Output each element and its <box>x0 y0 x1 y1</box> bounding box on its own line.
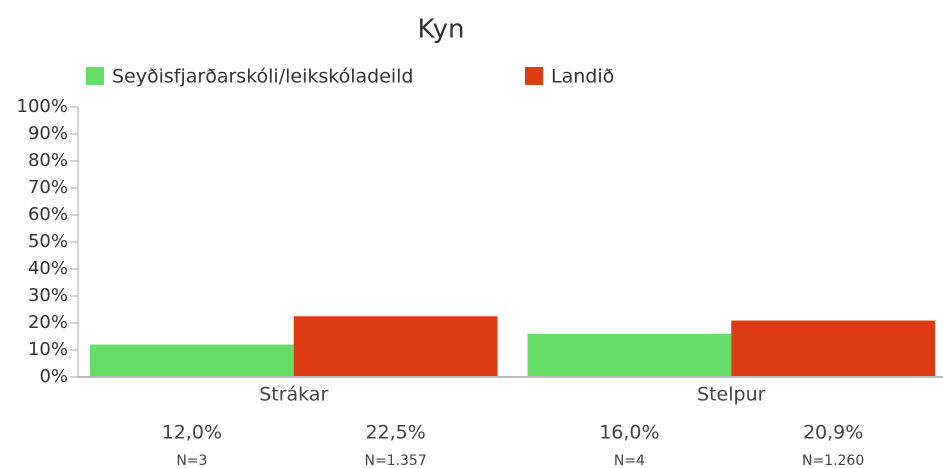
value-label: 22,5% <box>365 422 425 444</box>
y-tick-label: 100% <box>17 96 68 117</box>
n-label: N=4 <box>614 453 645 468</box>
y-tick-label: 40% <box>28 258 68 279</box>
chart-title: Kyn <box>417 15 464 45</box>
bar <box>293 316 498 377</box>
legend-swatch <box>86 67 104 85</box>
y-tick-label: 0% <box>39 366 68 387</box>
legend-label: Landið <box>551 66 614 88</box>
y-tick-label: 60% <box>28 204 68 225</box>
bar <box>731 320 935 377</box>
value-label: 16,0% <box>599 422 659 444</box>
n-label: N=1.357 <box>364 453 426 468</box>
y-tick-label: 70% <box>28 177 68 198</box>
legend-label: Seyðisfjarðarskóli/leikskóladeild <box>112 66 414 88</box>
n-label: N=3 <box>176 453 207 468</box>
y-tick-label: 80% <box>28 150 68 171</box>
value-label: 20,9% <box>803 422 863 444</box>
y-tick-label: 10% <box>28 339 68 360</box>
y-tick-label: 50% <box>28 231 68 252</box>
y-tick-label: 30% <box>28 285 68 306</box>
value-label: 12,0% <box>162 422 222 444</box>
bar <box>90 344 294 377</box>
y-tick-label: 20% <box>28 312 68 333</box>
y-tick-label: 90% <box>28 123 68 144</box>
bar <box>527 333 732 377</box>
x-tick-label: Stelpur <box>697 384 766 406</box>
x-tick-label: Strákar <box>259 384 328 406</box>
legend-swatch <box>525 67 543 85</box>
n-label: N=1.260 <box>802 453 864 468</box>
